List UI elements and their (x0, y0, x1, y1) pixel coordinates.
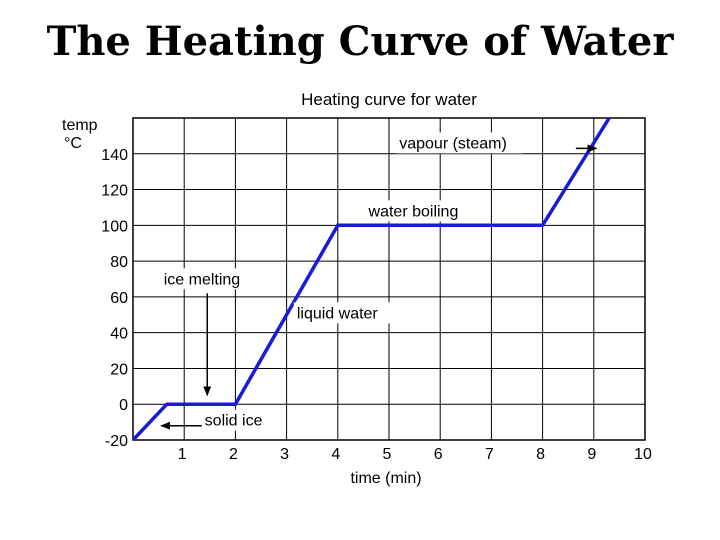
annotation-label-background (365, 200, 484, 222)
annotation-label-background (396, 132, 523, 154)
annotation-label: vapour (steam) (399, 135, 507, 152)
annotation-label: solid ice (205, 413, 263, 430)
x-tick-label: 1 (178, 446, 187, 463)
plot-frame (132, 117, 646, 441)
slide-title: The Heating Curve of Water (46, 18, 674, 65)
y-axis-label-line1: temp (62, 117, 98, 134)
y-tick-label: -20 (105, 433, 128, 450)
y-tick-label: 120 (101, 183, 128, 200)
y-tick-label: 80 (110, 254, 128, 271)
annotation-label-background (201, 409, 286, 431)
x-axis-label: time (min) (350, 470, 421, 487)
y-tick-label: 60 (110, 290, 128, 307)
y-axis-ticks: -20 0 20 40 60 80 100 120 140 (101, 147, 128, 450)
x-tick-label: 5 (383, 446, 392, 463)
annotation-label: liquid water (297, 305, 379, 322)
y-tick-label: 100 (101, 218, 128, 235)
y-tick-label: 0 (119, 397, 128, 414)
y-tick-label: 40 (110, 326, 128, 343)
x-tick-label: 7 (485, 446, 494, 463)
y-tick-label: 140 (101, 147, 128, 164)
x-tick-label: 6 (434, 446, 443, 463)
chart-title: Heating curve for water (301, 90, 477, 109)
annotation-label: ice melting (164, 271, 240, 288)
annotations: vapour (steam) water boiling ice melting li… (160, 132, 598, 431)
series-layer (131, 117, 611, 442)
series-line-heating-curve (131, 117, 611, 442)
x-axis-ticks: 1 2 3 4 5 6 7 8 9 10 (178, 446, 652, 463)
annotation-label: water boiling (368, 203, 459, 220)
x-tick-label: 8 (536, 446, 545, 463)
x-tick-label: 4 (331, 446, 340, 463)
annotation-label-background (160, 268, 262, 290)
annotation-label-background (293, 302, 404, 324)
y-tick-label: 20 (110, 361, 128, 378)
x-tick-label: 9 (587, 446, 596, 463)
x-tick-label: 3 (280, 446, 289, 463)
y-axis-label-line2: °C (64, 135, 82, 152)
x-tick-label: 10 (634, 446, 652, 463)
x-tick-label: 2 (229, 446, 238, 463)
